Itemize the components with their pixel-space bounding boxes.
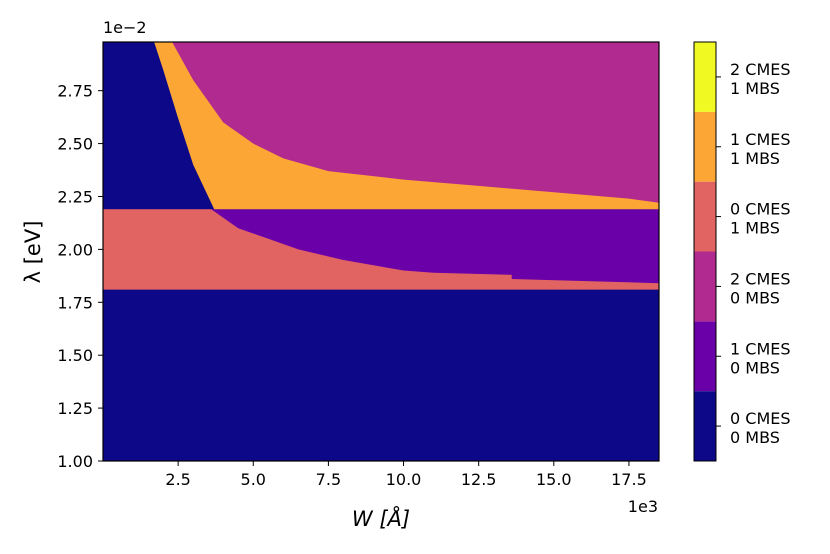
colorbar-segment xyxy=(694,391,716,461)
x-tick-label: 5.0 xyxy=(241,470,266,489)
colorbar-label: 1 MBS xyxy=(730,219,780,238)
y-tick-label: 1.00 xyxy=(57,452,93,471)
colorbar-segment xyxy=(694,111,716,182)
x-tick-label: 2.5 xyxy=(165,470,190,489)
x-multiplier-label: 1e3 xyxy=(628,497,658,516)
y-axis-label: λ [eV] xyxy=(21,221,45,284)
y-tick-label: 2.25 xyxy=(57,187,93,206)
plot-frame xyxy=(102,41,660,462)
x-tick-label: 15.0 xyxy=(536,470,572,489)
y-multiplier-label: 1e−2 xyxy=(103,18,147,37)
colorbar-label: 2 CMES xyxy=(730,60,791,79)
x-tick-label: 17.5 xyxy=(611,470,647,489)
y-tick-label: 2.50 xyxy=(57,135,93,154)
colorbar-label: 1 CMES xyxy=(730,130,791,149)
x-axis-label: W [Å] xyxy=(352,505,410,531)
colorbar-segment xyxy=(694,42,716,112)
colorbar-segment xyxy=(694,321,716,392)
colorbar-label: 0 MBS xyxy=(730,428,780,447)
x-tick-label: 10.0 xyxy=(386,470,422,489)
colorbar-label: 1 MBS xyxy=(730,79,780,98)
y-ticks: 1.00 1.25 1.50 1.75 2.00 2.25 2.50 2.75 xyxy=(57,82,103,471)
colorbar-label: 0 MBS xyxy=(730,358,780,377)
y-tick-label: 1.25 xyxy=(57,399,93,418)
y-tick-label: 2.00 xyxy=(57,240,93,259)
colorbar-segment xyxy=(694,251,716,322)
region-class-2 xyxy=(172,42,659,203)
colorbar-label: 1 CMES xyxy=(730,339,791,358)
colorbar-label: 2 CMES xyxy=(730,269,791,288)
y-tick-label: 1.75 xyxy=(57,293,93,312)
y-tick-label: 1.50 xyxy=(57,346,93,365)
colorbar-label: 1 MBS xyxy=(730,149,780,168)
colorbar-label: 0 CMES xyxy=(730,409,791,428)
region-class-3 xyxy=(103,209,659,290)
colorbar-frame xyxy=(693,41,717,462)
y-tick-label: 2.75 xyxy=(57,82,93,101)
colorbar-label: 0 CMES xyxy=(730,200,791,219)
x-tick-label: 7.5 xyxy=(316,470,341,489)
colorbar-label: 0 MBS xyxy=(730,288,780,307)
x-ticks: 2.5 5.0 7.5 10.0 12.5 15.0 17.5 xyxy=(165,461,647,489)
plot-area xyxy=(103,42,659,461)
colorbar-segment xyxy=(694,181,716,252)
x-tick-label: 12.5 xyxy=(461,470,497,489)
